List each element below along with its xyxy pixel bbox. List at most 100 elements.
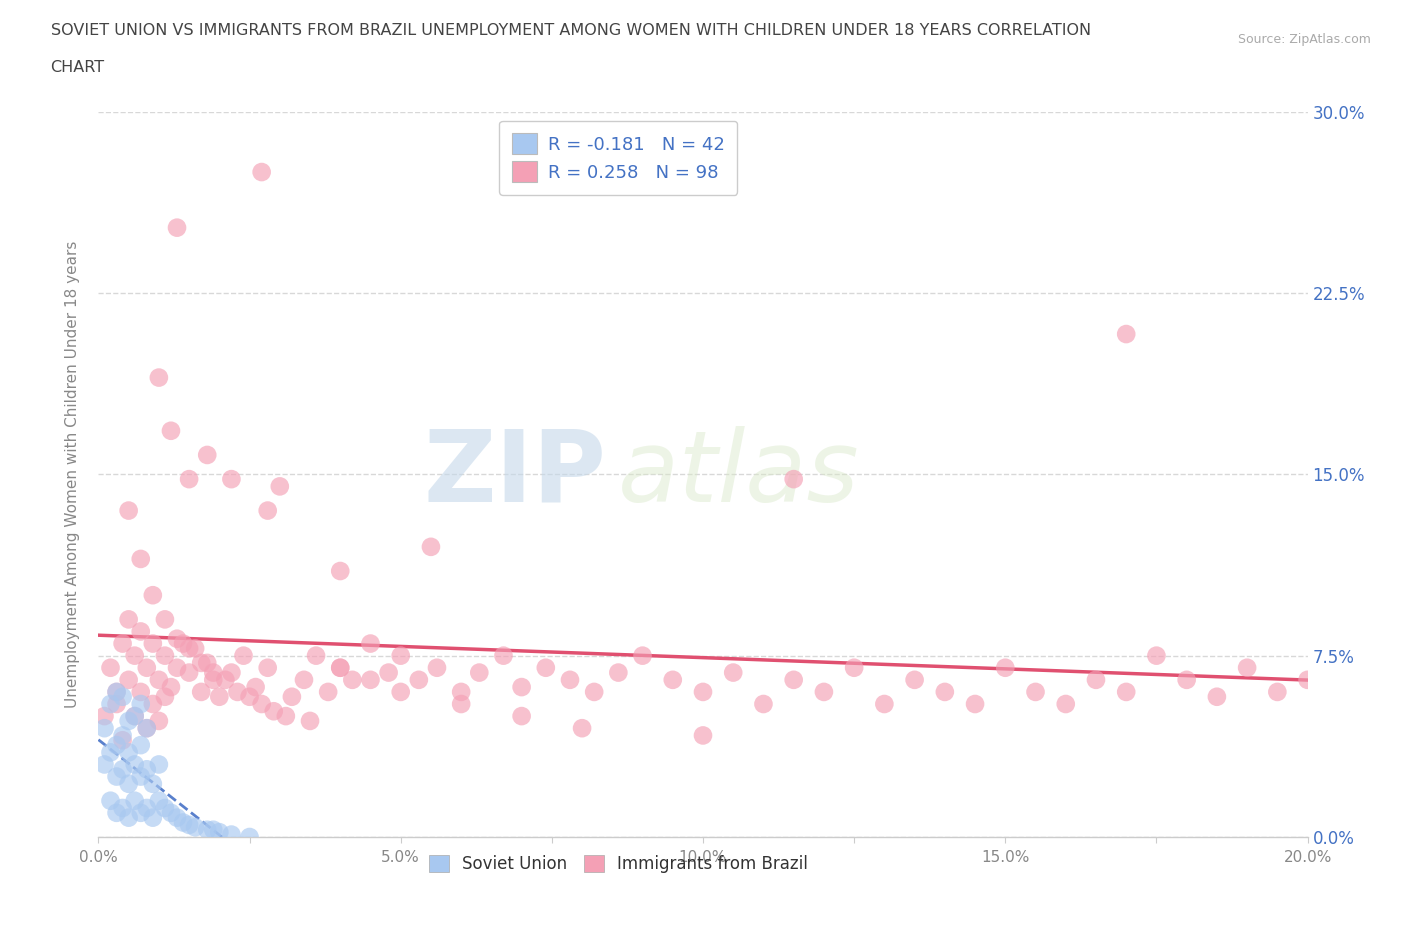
Point xyxy=(450,697,472,711)
Point xyxy=(263,704,285,719)
Point xyxy=(329,660,352,675)
Point xyxy=(256,660,278,675)
Point xyxy=(124,793,146,808)
Legend: Soviet Union, Immigrants from Brazil: Soviet Union, Immigrants from Brazil xyxy=(422,848,814,880)
Point xyxy=(1267,684,1289,699)
Point xyxy=(239,830,262,844)
Point xyxy=(118,810,141,825)
Point xyxy=(148,370,170,385)
Point xyxy=(135,721,157,736)
Point xyxy=(661,672,683,687)
Point xyxy=(148,713,170,728)
Point xyxy=(118,672,141,687)
Point xyxy=(723,665,745,680)
Point xyxy=(214,672,236,687)
Point xyxy=(135,660,157,675)
Point xyxy=(153,612,176,627)
Point xyxy=(118,503,141,518)
Point xyxy=(190,684,212,699)
Point xyxy=(135,762,157,777)
Point xyxy=(172,636,194,651)
Point xyxy=(250,697,273,711)
Text: Source: ZipAtlas.com: Source: ZipAtlas.com xyxy=(1237,33,1371,46)
Point xyxy=(148,672,170,687)
Point xyxy=(111,762,134,777)
Point xyxy=(129,697,152,711)
Point xyxy=(510,680,533,695)
Point xyxy=(202,672,225,687)
Point xyxy=(129,769,152,784)
Point xyxy=(111,801,134,816)
Point xyxy=(783,672,806,687)
Point xyxy=(510,709,533,724)
Point xyxy=(129,684,152,699)
Point xyxy=(492,648,515,663)
Point xyxy=(135,801,157,816)
Point xyxy=(571,721,593,736)
Point xyxy=(118,713,141,728)
Text: SOVIET UNION VS IMMIGRANTS FROM BRAZIL UNEMPLOYMENT AMONG WOMEN WITH CHILDREN UN: SOVIET UNION VS IMMIGRANTS FROM BRAZIL U… xyxy=(51,23,1091,38)
Point xyxy=(904,672,927,687)
Point xyxy=(142,777,165,791)
Point xyxy=(583,684,606,699)
Point xyxy=(166,220,188,235)
Point xyxy=(166,631,188,646)
Point xyxy=(269,479,291,494)
Point xyxy=(105,684,128,699)
Point xyxy=(208,825,231,840)
Point xyxy=(221,472,243,486)
Point xyxy=(994,660,1017,675)
Point xyxy=(153,648,176,663)
Point xyxy=(202,822,225,837)
Point xyxy=(166,660,188,675)
Point xyxy=(1175,672,1198,687)
Point xyxy=(274,709,297,724)
Point xyxy=(692,728,714,743)
Point xyxy=(153,689,176,704)
Point xyxy=(256,503,278,518)
Point xyxy=(250,165,273,179)
Point xyxy=(934,684,956,699)
Point xyxy=(299,713,322,728)
Point xyxy=(329,564,352,578)
Point xyxy=(426,660,449,675)
Point xyxy=(100,697,122,711)
Point xyxy=(105,805,128,820)
Point xyxy=(105,684,128,699)
Point xyxy=(124,648,146,663)
Point xyxy=(93,757,115,772)
Point xyxy=(281,689,304,704)
Point xyxy=(93,721,115,736)
Point xyxy=(202,665,225,680)
Point xyxy=(93,709,115,724)
Point xyxy=(111,728,134,743)
Point xyxy=(420,539,443,554)
Point xyxy=(105,737,128,752)
Point xyxy=(813,684,835,699)
Point xyxy=(135,721,157,736)
Point xyxy=(100,793,122,808)
Point xyxy=(752,697,775,711)
Point xyxy=(558,672,581,687)
Point xyxy=(142,810,165,825)
Point xyxy=(124,709,146,724)
Point xyxy=(389,648,412,663)
Point xyxy=(184,820,207,835)
Point xyxy=(111,636,134,651)
Point xyxy=(607,665,630,680)
Point xyxy=(305,648,328,663)
Point xyxy=(232,648,254,663)
Point xyxy=(221,827,243,842)
Point xyxy=(783,472,806,486)
Point xyxy=(179,472,201,486)
Point xyxy=(844,660,866,675)
Point xyxy=(1296,672,1319,687)
Point xyxy=(142,588,165,603)
Point xyxy=(166,810,188,825)
Point xyxy=(111,733,134,748)
Point xyxy=(148,757,170,772)
Point xyxy=(631,648,654,663)
Point xyxy=(195,656,218,671)
Point xyxy=(179,641,201,656)
Point xyxy=(226,684,249,699)
